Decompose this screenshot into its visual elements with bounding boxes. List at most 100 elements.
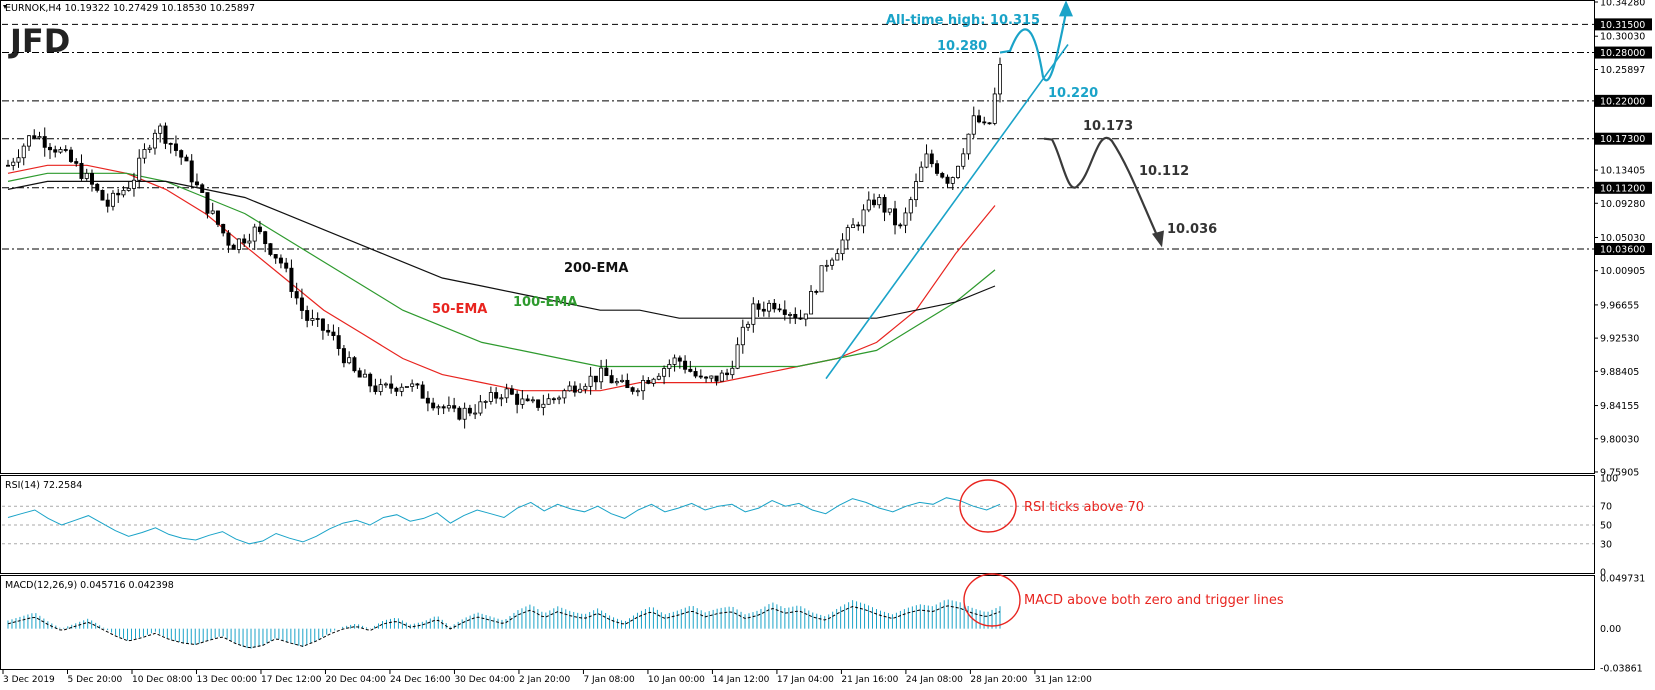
candle-body (368, 373, 373, 387)
macd-note: MACD above both zero and trigger lines (1024, 593, 1284, 608)
candle-body (583, 385, 588, 390)
level-10173-label: 10.173 (1083, 119, 1133, 134)
candle-body (840, 239, 845, 255)
candle-body (835, 253, 840, 261)
candle-body (620, 379, 625, 382)
candle-body (924, 153, 929, 168)
macd-panel-frame (0, 575, 1595, 670)
candle-body (625, 379, 630, 389)
candle-body (998, 64, 1003, 95)
candle-body (772, 302, 777, 310)
candle-body (488, 392, 493, 402)
price-tick-label: 10.30030 (1600, 32, 1645, 43)
candle-body (189, 160, 194, 183)
candle-body (798, 317, 803, 320)
candle-body (347, 357, 352, 364)
candle-body (551, 398, 556, 401)
candle-body (919, 166, 924, 182)
candle-body (898, 224, 903, 227)
candle-body (121, 189, 126, 196)
candle-body (457, 407, 462, 420)
candle-body (803, 313, 808, 320)
candle-body (74, 161, 79, 164)
candle-body (730, 367, 735, 376)
x-tick-label: 10 Jan 00:00 (648, 675, 705, 685)
candle-body (536, 399, 541, 408)
x-tick-label: 10 Dec 08:00 (132, 675, 193, 685)
rsi-line (7, 497, 1001, 545)
candle-body (173, 143, 178, 151)
candle-body (247, 240, 252, 244)
ema50-label: 50-EMA (432, 302, 487, 317)
candle-body (767, 302, 772, 312)
x-tick-label: 24 Dec 16:00 (390, 675, 451, 685)
candle-body (819, 265, 824, 293)
candle-body (95, 183, 100, 191)
candle-body (599, 367, 604, 383)
price-tick-label: 9.92530 (1600, 334, 1639, 345)
level-label: 10.03600 (1600, 244, 1645, 255)
candle-body (284, 262, 289, 269)
x-tick-label: 3 Dec 2019 (3, 675, 55, 685)
candle-body (278, 257, 283, 264)
candle-body (893, 208, 898, 226)
candle-body (326, 329, 331, 333)
x-tick-label: 14 Jan 12:00 (712, 675, 769, 685)
candle-body (383, 383, 388, 386)
candle-body (651, 378, 656, 384)
candle-body (845, 227, 850, 241)
candle-body (646, 380, 651, 384)
ema200-label: 200-EMA (564, 261, 628, 276)
level-label: 10.28000 (1600, 48, 1645, 59)
candle-body (667, 364, 672, 369)
x-tick-label: 2 Jan 20:00 (519, 675, 571, 685)
candle-body (683, 360, 688, 370)
level-label-bg (1594, 46, 1652, 59)
candle-body (525, 398, 530, 402)
candle-body (131, 179, 136, 189)
level-label: 10.22000 (1600, 96, 1645, 107)
candle-body (641, 380, 646, 392)
level-label: 10.17300 (1600, 134, 1645, 145)
candle-body (394, 387, 399, 392)
candle-body (504, 388, 509, 399)
candle-body (236, 238, 241, 250)
price-tick-label: 10.34280 (1600, 0, 1645, 9)
candle-body (352, 357, 357, 372)
candle-body (483, 400, 488, 403)
level-10220-label: 10.220 (1048, 86, 1098, 101)
candle-body (961, 153, 966, 167)
candle-body (530, 399, 535, 402)
candle-body (210, 210, 215, 214)
candle-body (341, 348, 346, 364)
candle-body (709, 375, 714, 379)
candle-body (977, 115, 982, 123)
candle-body (866, 199, 871, 211)
candle-body (882, 197, 887, 213)
candle-body (509, 388, 514, 395)
candle-body (184, 156, 189, 162)
candle-body (32, 135, 37, 139)
candle-body (725, 372, 730, 376)
candle-body (21, 145, 26, 159)
candle-body (362, 373, 367, 378)
candle-body (824, 264, 829, 267)
x-tick-label: 5 Dec 20:00 (67, 675, 122, 685)
candle-body (415, 383, 420, 386)
level-label-bg (1594, 242, 1652, 255)
candle-body (194, 181, 199, 186)
rsi-tick-label: 50 (1600, 521, 1612, 532)
candle-body (914, 181, 919, 201)
candle-body (305, 310, 310, 321)
macd-tick-label: -0.03861 (1600, 664, 1643, 675)
panel-collapse-icon[interactable] (3, 5, 7, 9)
candle-body (851, 224, 856, 228)
rsi-note: RSI ticks above 70 (1024, 500, 1144, 515)
candle-body (320, 318, 325, 331)
rsi-header: RSI(14) 72.2584 (5, 480, 82, 491)
candle-body (546, 398, 551, 405)
candle-body (179, 150, 184, 158)
x-tick-label: 17 Dec 12:00 (261, 675, 322, 685)
price-tick-label: 10.13405 (1600, 166, 1645, 177)
candle-body (656, 375, 661, 380)
